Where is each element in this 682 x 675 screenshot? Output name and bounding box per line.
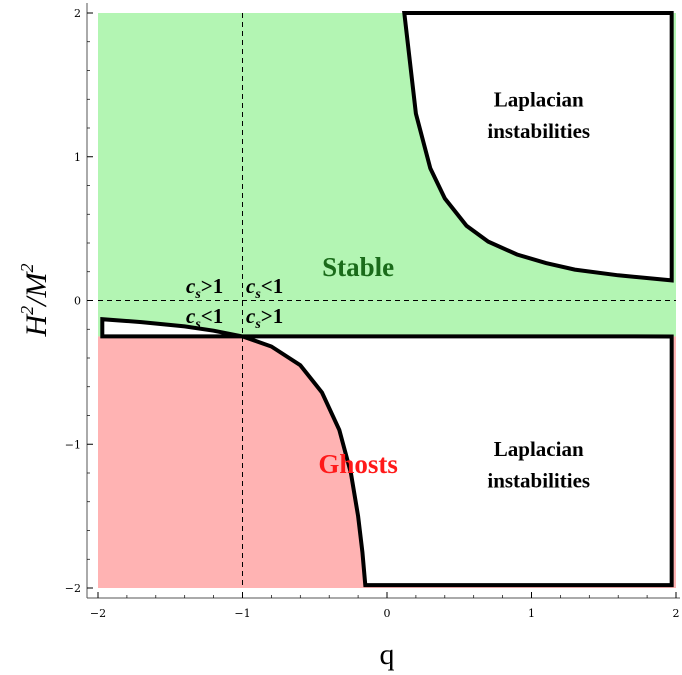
x-axis-title: q xyxy=(380,638,395,671)
y-tick-label: −2 xyxy=(65,582,81,595)
y-tick-label: 1 xyxy=(74,151,81,164)
laplacian-upper-region xyxy=(402,11,674,283)
laplacian-bottom-label-line2: instabilities xyxy=(487,468,590,492)
laplacian-top-label-line1: Laplacian xyxy=(494,87,584,111)
cs-label-upper-right: cs<1 xyxy=(246,274,283,302)
y-axis-title: H2/M2 xyxy=(17,264,53,338)
plot-area xyxy=(98,11,676,588)
laplacian-lower-region xyxy=(241,334,674,588)
y-tick-label: −1 xyxy=(65,438,81,451)
x-tick-label: 0 xyxy=(384,607,391,620)
ghosts-label: Ghosts xyxy=(318,449,398,479)
cs-label-upper-left: cs>1 xyxy=(186,274,223,302)
stable-label: Stable xyxy=(322,252,394,282)
x-tick-label: 1 xyxy=(528,607,535,620)
x-tick-label: −2 xyxy=(90,607,106,620)
y-tick-label: 2 xyxy=(74,7,81,20)
laplacian-bottom-label-line1: Laplacian xyxy=(494,437,584,461)
cs-label-lower-right: cs>1 xyxy=(246,304,283,332)
cs-label-lower-left: cs<1 xyxy=(186,304,223,332)
laplacian-top-label-line2: instabilities xyxy=(487,119,590,143)
x-tick-label: −1 xyxy=(234,607,250,620)
laplacian-left-wedge xyxy=(100,317,243,339)
x-tick-label: 2 xyxy=(673,607,680,620)
axis-ticks: −2 −1 0 1 2 −2 −1 0 1 2 xyxy=(65,7,680,620)
y-tick-label: 0 xyxy=(74,295,81,308)
